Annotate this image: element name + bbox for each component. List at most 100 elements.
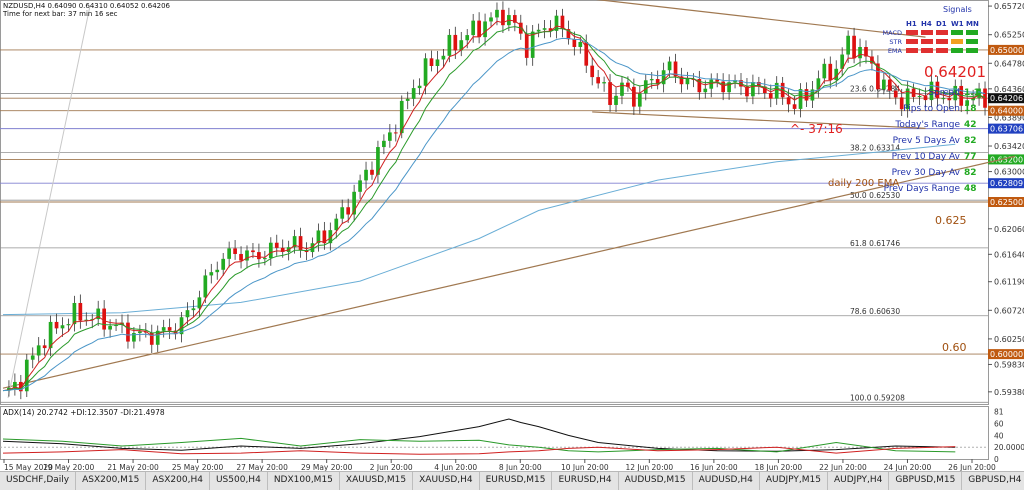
fib-label: 100.0 0.59208 xyxy=(850,393,905,402)
candle-body xyxy=(881,79,886,90)
price-tag-label: 0.63706 xyxy=(990,125,1023,134)
candle-body xyxy=(864,46,868,57)
candle-body xyxy=(828,63,833,81)
symbol-tab[interactable]: NDX100,M15 xyxy=(267,472,340,490)
candle-body xyxy=(643,80,648,94)
candle-body xyxy=(292,236,297,248)
signal-row-label: EMA xyxy=(888,47,903,55)
prev5-label: Prev 5 Days Av xyxy=(893,136,961,146)
symbol-tab[interactable]: USDCHF,Daily xyxy=(0,472,77,490)
signal-cell xyxy=(951,48,963,53)
price-tag-label: 0.60000 xyxy=(990,350,1023,359)
candle-body xyxy=(822,63,827,79)
x-tick-label: 25 May 20:00 xyxy=(172,463,224,471)
candle-body xyxy=(30,355,35,360)
signal-cell xyxy=(906,48,918,53)
candle-body xyxy=(387,132,392,141)
signals-panel-title: Signals xyxy=(943,5,972,14)
x-tick-label: 29 May 20:00 xyxy=(301,463,353,471)
symbol-tab[interactable]: ASX200,H4 xyxy=(146,472,210,490)
candle-body xyxy=(626,82,630,87)
candle-body xyxy=(90,319,95,321)
candle-body xyxy=(798,89,803,109)
price-tag-label: 0.65000 xyxy=(990,46,1023,55)
candle-body xyxy=(733,80,737,83)
candle-body xyxy=(905,88,910,110)
candle-body xyxy=(447,34,452,56)
pips-value: 18 xyxy=(964,104,977,114)
adx-y-tick: 60 xyxy=(994,420,1004,429)
candle-body xyxy=(304,250,309,253)
price-tag xyxy=(988,154,1024,165)
candle-body xyxy=(352,191,356,215)
prev10-label: Prev 10 Day Av xyxy=(892,152,961,162)
candle-body xyxy=(947,98,952,101)
y-tick-label: 0.63420 xyxy=(994,142,1024,151)
symbol-tab[interactable]: US500,H4 xyxy=(209,472,268,490)
prev5-value: 82 xyxy=(964,136,977,146)
candle-body xyxy=(453,34,458,51)
x-tick-label: 12 Jun 20:00 xyxy=(626,463,674,471)
symbol-tab[interactable]: AUDUSD,H4 xyxy=(692,472,760,490)
candle-body xyxy=(18,381,23,392)
candle-body xyxy=(852,35,856,59)
prev30-value: 82 xyxy=(964,168,977,178)
symbol-tab[interactable]: XAUUSD,H4 xyxy=(413,472,480,490)
candle-body xyxy=(477,20,481,38)
symbol-tab[interactable]: XAUUSD,M15 xyxy=(339,472,414,490)
candle-body xyxy=(560,15,565,30)
candle-body xyxy=(923,96,928,101)
symbol-tab[interactable]: GBPUSD,M15 xyxy=(889,472,963,490)
y-tick-label: 0.60250 xyxy=(994,335,1024,344)
candle-body xyxy=(762,86,767,94)
candle-body xyxy=(959,85,964,106)
candle-body xyxy=(489,17,493,22)
candle-body xyxy=(727,82,731,93)
x-tick-label: 15 May 2020 xyxy=(4,463,53,471)
adx-series-line xyxy=(2,437,956,453)
symbol-tab[interactable]: AUDJPY,H4 xyxy=(827,472,890,490)
candle-body xyxy=(191,308,196,311)
candle-body xyxy=(899,97,904,110)
prevdays-value: 48 xyxy=(964,184,977,194)
candle-body xyxy=(691,78,696,80)
candle-body xyxy=(340,207,345,219)
candle-body xyxy=(846,35,850,55)
signal-cell xyxy=(936,30,948,35)
trendline xyxy=(592,111,926,129)
candle-body xyxy=(203,275,208,298)
signal-cell xyxy=(936,48,948,53)
candle-body xyxy=(893,90,898,98)
adx-y-tick: 40 xyxy=(994,431,1004,440)
candle-body xyxy=(185,310,190,318)
fib-label: 38.2 0.63314 xyxy=(850,143,900,152)
y-tick-label: 0.61190 xyxy=(994,278,1024,287)
bar-countdown: ^- 37:16 xyxy=(790,122,843,136)
symbol-tab[interactable]: EURUSD,H4 xyxy=(552,472,619,490)
x-tick-label: 21 May 20:00 xyxy=(107,463,159,471)
symbol-tab[interactable]: EURUSD,M15 xyxy=(479,472,553,490)
y-tick-label: 0.59380 xyxy=(994,388,1024,397)
candle-body xyxy=(965,100,970,106)
candle-body xyxy=(637,93,642,107)
signal-cell xyxy=(936,39,948,44)
candle-body xyxy=(411,88,416,99)
x-tick-label: 18 Jun 20:00 xyxy=(755,463,803,471)
symbol-tab[interactable]: GBPUSD,H4 xyxy=(962,472,1024,490)
candle-body xyxy=(370,169,374,175)
candle-body xyxy=(298,236,303,251)
symbol-tab[interactable]: AUDJPY,M15 xyxy=(759,472,828,490)
fib-label: 78.6 0.60630 xyxy=(850,307,900,316)
candle-body xyxy=(703,88,708,93)
candle-body xyxy=(114,324,118,327)
symbol-tab[interactable]: ASX200,M15 xyxy=(76,472,147,490)
candle-body xyxy=(608,82,612,105)
candle-body xyxy=(155,330,160,345)
candle-body xyxy=(376,147,380,175)
adx-series-line xyxy=(2,446,956,455)
candle-body xyxy=(346,207,351,215)
candle-body xyxy=(584,41,589,66)
candle-body xyxy=(816,78,821,90)
ema-200-annotation: daily 200 EMA xyxy=(828,178,899,189)
symbol-tab[interactable]: AUDUSD,M15 xyxy=(618,472,693,490)
